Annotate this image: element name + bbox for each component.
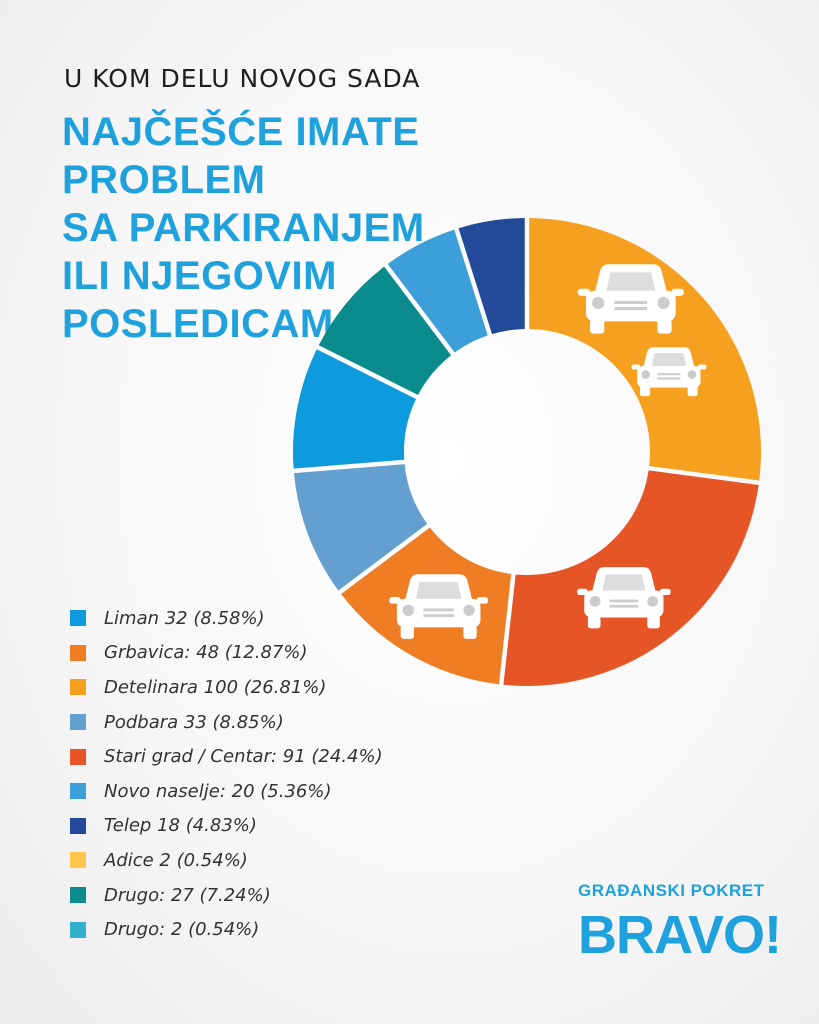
legend-item-adice: Adice 2 (0.54%)	[70, 843, 383, 878]
legend-swatch	[70, 852, 86, 869]
car-icon	[577, 567, 671, 629]
legend-label: Grbavica: 48 (12.87%)	[104, 642, 308, 664]
legend-label: Podbara 33 (8.85%)	[104, 711, 284, 733]
legend-item-podbara: Podbara 33 (8.85%)	[70, 705, 383, 740]
brand-logo: GRAĐANSKI POKRET BRAVO!	[578, 881, 782, 965]
slice-liman	[293, 349, 417, 469]
legend-item-novo-naselje: Novo naselje: 20 (5.36%)	[70, 774, 383, 809]
legend-item-stari-grad: Stari grad / Centar: 91 (24.4%)	[70, 739, 383, 774]
legend-swatch	[70, 887, 86, 904]
slice-novo-naselje	[387, 229, 488, 353]
slice-detelinara	[529, 218, 761, 481]
title-line-2: SA PARKIRANJEM	[62, 206, 425, 250]
legend-label: Adice 2 (0.54%)	[104, 849, 248, 871]
slice-drugo	[318, 266, 452, 395]
brand-tagline: GRAĐANSKI POKRET	[578, 881, 765, 900]
legend-item-detelinara: Detelinara 100 (26.81%)	[70, 670, 383, 705]
legend-item-grbavica: Grbavica: 48 (12.87%)	[70, 636, 383, 671]
legend-item-liman: Liman 32 (8.58%)	[70, 601, 383, 636]
car-icon	[577, 264, 684, 334]
legend-item-drugo: Drugo: 27 (7.24%)	[70, 878, 383, 913]
legend-label: Liman 32 (8.58%)	[104, 607, 265, 629]
legend-label: Drugo: 2 (0.54%)	[104, 919, 260, 941]
legend-item-telep: Telep 18 (4.83%)	[70, 809, 383, 844]
chart-subtitle: U KOM DELU NOVOG SADA	[64, 64, 421, 93]
legend-swatch	[70, 610, 86, 627]
car-icon	[631, 347, 707, 397]
legend-swatch	[70, 921, 86, 938]
legend-label: Detelinara 100 (26.81%)	[104, 676, 327, 698]
legend-label: Stari grad / Centar: 91 (24.4%)	[104, 746, 383, 768]
legend-swatch	[70, 817, 86, 834]
legend-swatch	[70, 748, 86, 765]
legend-item-drugo-2: Drugo: 2 (0.54%)	[70, 912, 383, 947]
title-line-1: NAJČEŠĆE IMATE PROBLEM	[62, 110, 420, 202]
legend-label: Drugo: 27 (7.24%)	[104, 884, 271, 906]
slice-telep	[458, 218, 525, 335]
legend-label: Telep 18 (4.83%)	[104, 815, 257, 837]
legend-swatch	[70, 783, 86, 800]
brand-name: BRAVO!	[578, 905, 782, 965]
legend-swatch	[70, 679, 86, 696]
legend-label: Novo naselje: 20 (5.36%)	[104, 780, 332, 802]
car-icon	[389, 574, 489, 639]
slice-podbara	[293, 464, 428, 591]
title-line-3: ILI NJEGOVIM	[62, 254, 337, 298]
legend-swatch	[70, 714, 86, 731]
car-icons	[389, 264, 707, 639]
legend-swatch	[70, 644, 86, 661]
chart-legend: Liman 32 (8.58%) Grbavica: 48 (12.87%) D…	[70, 601, 383, 947]
